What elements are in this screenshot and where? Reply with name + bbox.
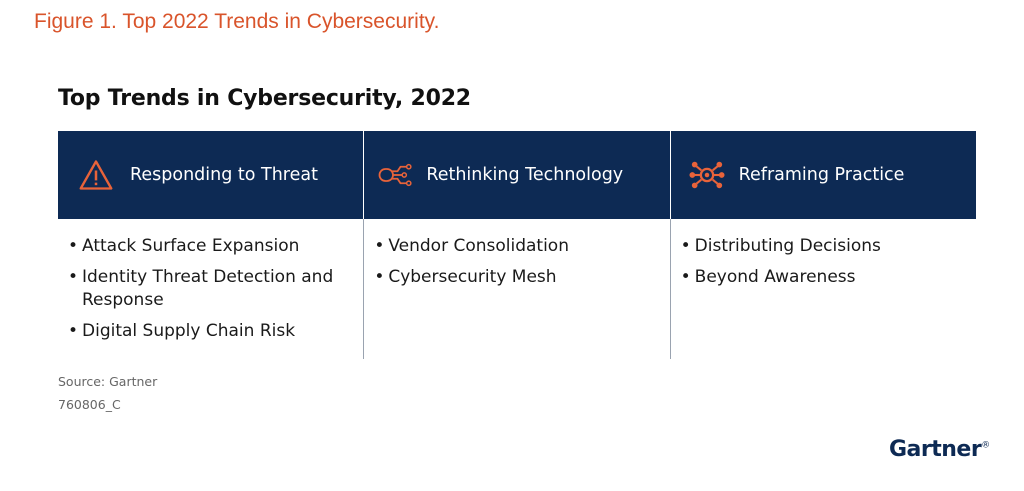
list-item: • Attack Surface Expansion — [68, 236, 300, 256]
circuit-icon — [378, 157, 414, 193]
list-item: • Digital Supply Chain Risk — [68, 321, 296, 341]
column-heading: Reframing Practice — [738, 165, 905, 185]
figure-code: 760806_C — [58, 397, 121, 412]
column-reframing-practice: Reframing Practice • Distributing Decisio… — [669, 131, 976, 359]
column-header: Responding to Threat — [58, 131, 364, 219]
column-body: • Distributing Decisions • Beyond Awarenes… — [671, 219, 976, 359]
column-heading: Responding to Threat — [130, 165, 318, 185]
column-responding-to-threat: Responding to Threat • Attack Surface Exp… — [58, 131, 364, 359]
list-item: • Cybersecurity Mesh — [374, 267, 557, 287]
column-rethinking-technology: Rethinking Technology • Vendor Consolidat… — [363, 131, 670, 359]
warning-triangle-icon — [78, 157, 114, 193]
list-item: • Distributing Decisions — [680, 236, 881, 256]
gartner-logo: Gartner® — [889, 437, 990, 462]
source-note: Source: Gartner — [58, 374, 158, 389]
column-body: • Vendor Consolidation • Cybersecurity Mes… — [364, 219, 669, 359]
list-item: • Beyond Awareness — [680, 267, 856, 287]
network-hub-icon — [689, 157, 725, 193]
list-item: • Vendor Consolidation — [374, 236, 569, 256]
column-header: Rethinking Technology — [363, 131, 670, 219]
list-item: • Identity Threat Detection and Response — [68, 267, 334, 310]
trends-grid: Responding to Threat • Attack Surface Exp… — [58, 131, 976, 359]
column-body: • Attack Surface Expansion • Identity Thre… — [58, 219, 363, 359]
column-header: Reframing Practice — [669, 131, 976, 219]
column-heading: Rethinking Technology — [426, 165, 624, 185]
figure-title: Figure 1. Top 2022 Trends in Cybersecuri… — [34, 10, 440, 33]
registered-mark: ® — [981, 440, 990, 451]
chart-title: Top Trends in Cybersecurity, 2022 — [58, 86, 471, 111]
